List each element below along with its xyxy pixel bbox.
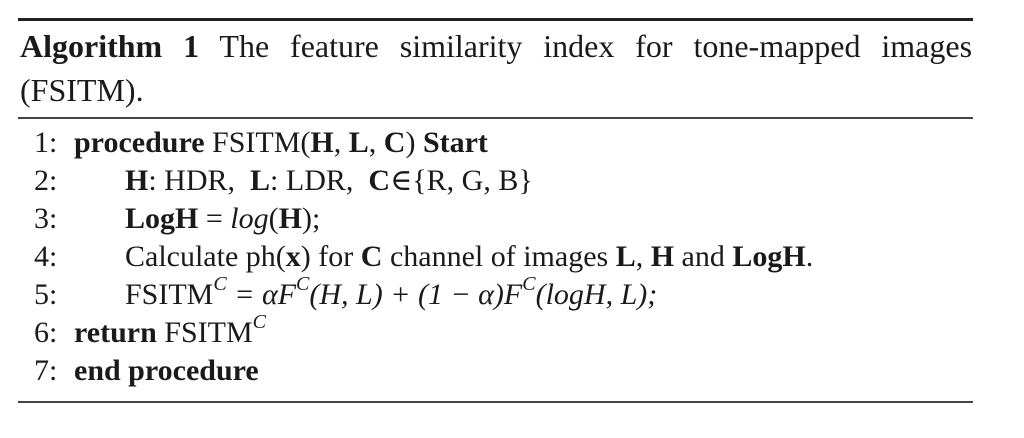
var-h: H xyxy=(650,240,675,273)
var-c: C xyxy=(368,164,391,197)
algorithm-line-1: 1: procedure FSITM(H, L, C) Start xyxy=(20,124,970,162)
superscript: C xyxy=(522,273,536,295)
var-c: C xyxy=(360,240,383,273)
keyword: procedure xyxy=(74,126,205,159)
line-code: end procedure xyxy=(74,352,259,390)
arg-h: H xyxy=(310,126,334,159)
algorithm-caption: Algorithm 1 The feature similarity index… xyxy=(20,24,972,112)
algorithm-line-7: 7: end procedure xyxy=(20,352,970,390)
function-log: log xyxy=(230,202,269,235)
line-number: 3: xyxy=(34,202,58,235)
var-h: H xyxy=(125,164,149,197)
text: ∈{R, G, B} xyxy=(390,164,533,197)
paren: ); xyxy=(301,202,321,235)
superscript: C xyxy=(296,273,310,295)
algorithm-line-3: 3: LogH = log(H); xyxy=(20,200,970,238)
var-l: L xyxy=(250,164,271,197)
formula: (H, L) + (1 − α)F xyxy=(309,278,523,311)
line-number: 1: xyxy=(34,126,58,159)
text: and xyxy=(681,240,725,273)
var-x: x xyxy=(285,240,301,273)
keyword-end-procedure: end procedure xyxy=(74,354,259,387)
var-l: L xyxy=(615,240,636,273)
line-number: 6: xyxy=(34,316,58,349)
line-number: 2: xyxy=(34,164,58,197)
algorithm-line-6: 6: return FSITMC xyxy=(20,311,970,352)
equals: = xyxy=(205,202,231,235)
line-code: Calculate ph(x) for C channel of images … xyxy=(125,238,813,276)
paren: ( xyxy=(268,202,279,235)
text: channel of images xyxy=(389,240,609,273)
line-code: H: HDR, L: LDR, C∈{R, G, B} xyxy=(125,162,533,200)
top-rule xyxy=(18,18,973,21)
arg-l: L xyxy=(348,126,369,159)
algorithm-body: 1: procedure FSITM(H, L, C) Start 2: H: … xyxy=(20,124,970,390)
algorithm-title: The feature similarity index for tone-ma… xyxy=(20,28,973,108)
var-logh: LogH xyxy=(732,240,806,273)
procedure-name: FSITM( xyxy=(212,126,311,159)
algorithm-label: Algorithm 1 xyxy=(20,28,200,64)
text: Calculate ph( xyxy=(125,240,286,273)
separator: , xyxy=(368,126,384,159)
text: . xyxy=(805,240,814,273)
bottom-rule xyxy=(18,401,973,403)
line-number: 7: xyxy=(34,354,58,387)
algorithm-line-4: 4: Calculate ph(x) for C channel of imag… xyxy=(20,238,970,276)
superscript: C xyxy=(213,273,227,295)
text: : LDR, xyxy=(270,164,354,197)
text: , xyxy=(635,240,644,273)
arg-c: C xyxy=(383,126,406,159)
caption-rule xyxy=(18,117,973,119)
text: FSITM xyxy=(164,316,253,349)
line-code: LogH = log(H); xyxy=(125,200,320,238)
formula: (logH, L); xyxy=(535,278,658,311)
keyword-return: return xyxy=(74,316,157,349)
formula: = αF xyxy=(226,278,297,311)
algorithm-line-5: 5: FSITMC = αFC(H, L) + (1 − α)FC(logH, … xyxy=(20,273,970,314)
text: ) for xyxy=(300,240,354,273)
line-number: 4: xyxy=(34,240,58,273)
text: FSITM xyxy=(125,278,214,311)
superscript: C xyxy=(252,311,266,333)
var-h: H xyxy=(278,202,302,235)
line-code: FSITMC = αFC(H, L) + (1 − α)FC(logH, L); xyxy=(125,273,658,314)
keyword-start: Start xyxy=(422,126,488,159)
var-logh: LogH xyxy=(125,202,199,235)
line-code: procedure FSITM(H, L, C) Start xyxy=(74,124,488,162)
text: : HDR, xyxy=(148,164,236,197)
line-number: 5: xyxy=(34,278,58,311)
close-paren: ) xyxy=(405,126,416,159)
algorithm-line-2: 2: H: HDR, L: LDR, C∈{R, G, B} xyxy=(20,162,970,200)
line-code: return FSITMC xyxy=(74,311,266,352)
separator: , xyxy=(333,126,349,159)
